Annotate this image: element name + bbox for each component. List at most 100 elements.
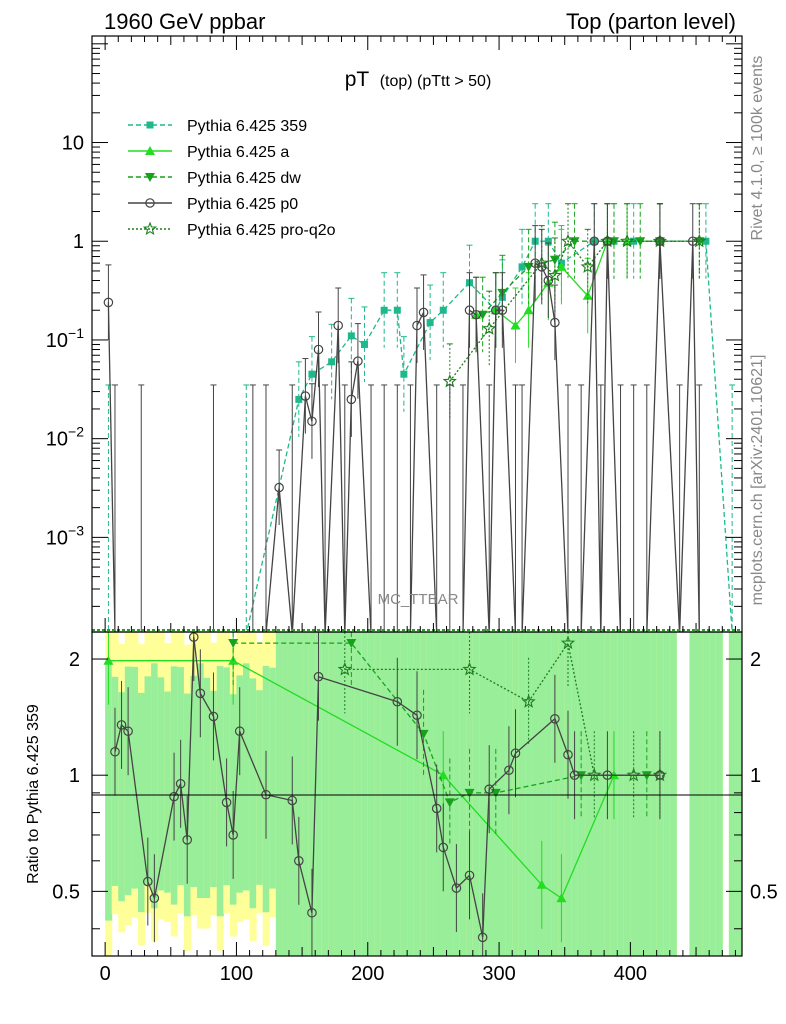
ratio-band-green xyxy=(151,663,159,909)
ratio-point xyxy=(464,870,475,881)
data-point xyxy=(497,305,508,316)
legend-marker xyxy=(145,198,155,208)
header-energy: 1960 GeV ppbar xyxy=(104,9,265,34)
ratio-band-green xyxy=(426,632,434,956)
ratio-point xyxy=(307,907,317,918)
ratio-point xyxy=(550,714,560,724)
data-point xyxy=(544,237,552,245)
ratio-point xyxy=(464,788,475,798)
legend-marker xyxy=(145,146,155,155)
ratio-point xyxy=(287,795,298,806)
ratio-point xyxy=(294,856,304,866)
legend-entry: Pythia 6.425 p0 xyxy=(128,196,298,213)
ratio-point xyxy=(438,842,449,853)
x-tick-label: 200 xyxy=(351,963,384,985)
ratio-point xyxy=(521,694,536,708)
ratio-band-green xyxy=(709,632,717,956)
data-point xyxy=(313,344,324,355)
ratio-band-green xyxy=(341,632,349,956)
legend-entry: Pythia 6.425 359 xyxy=(128,118,307,135)
data-point xyxy=(464,305,475,316)
ratio-band-green xyxy=(400,632,408,956)
x-tick-label: 0 xyxy=(100,963,111,985)
ratio-band-green xyxy=(354,632,362,956)
ratio-y-tick-label-right: 1 xyxy=(750,765,761,787)
ratio-point xyxy=(337,661,352,676)
ratio-band-green xyxy=(334,632,342,956)
ratio-band-green xyxy=(315,632,323,956)
ratio-band-green xyxy=(190,675,198,888)
header-process: Top (parton level) xyxy=(566,9,736,34)
data-point xyxy=(549,255,560,265)
legend-label: Pythia 6.425 359 xyxy=(187,118,307,135)
x-tick-label: 400 xyxy=(614,963,647,985)
ratio-band-green xyxy=(374,632,382,956)
data-point xyxy=(346,394,357,405)
ratio-band-green xyxy=(203,677,211,899)
series-line xyxy=(246,240,733,632)
ratio-ylabel: Ratio to Pythia 6.425 359 xyxy=(25,704,42,884)
ratio-band-green xyxy=(696,632,704,956)
ratio-line xyxy=(114,637,660,938)
ratio-point xyxy=(462,661,477,676)
data-point xyxy=(687,236,698,247)
data-point xyxy=(580,259,595,273)
data-point xyxy=(602,236,613,247)
data-point xyxy=(619,233,635,248)
ratio-point xyxy=(175,778,186,789)
ratio-point xyxy=(510,748,521,759)
data-point xyxy=(543,275,554,286)
legend-entry: Pythia 6.425 dw xyxy=(128,170,301,187)
ratio-band-green xyxy=(597,632,605,956)
series-line xyxy=(449,239,700,382)
data-point xyxy=(692,233,707,248)
ratio-band-green xyxy=(689,632,697,956)
ratio-point xyxy=(602,770,613,780)
data-point xyxy=(439,306,447,314)
series-pythia-6-425-a xyxy=(471,203,665,364)
data-point xyxy=(393,306,401,314)
ratio-point xyxy=(149,893,160,904)
ratio-band-green xyxy=(361,632,369,956)
ratio-band-green xyxy=(663,632,671,956)
ratio-point xyxy=(484,784,495,794)
ratio-point xyxy=(123,726,133,737)
ratio-band-green xyxy=(735,632,742,956)
ratio-band-green xyxy=(643,632,651,956)
data-point xyxy=(295,395,303,403)
ratio-point xyxy=(536,879,547,889)
data-point xyxy=(400,370,408,378)
axis-ticks xyxy=(91,36,742,956)
watermark: MC_TTBAR xyxy=(378,591,459,608)
legend-label: Pythia 6.425 p0 xyxy=(187,196,298,213)
ratio-point xyxy=(477,932,488,943)
ratio-band-green xyxy=(269,667,277,889)
series-line xyxy=(475,240,660,327)
ratio-band-green xyxy=(669,632,677,956)
y-tick-label: 10−2 xyxy=(46,424,84,451)
data-point xyxy=(550,317,560,328)
ratio-band-green xyxy=(236,675,244,893)
series-pythia-6-425-p0 xyxy=(103,203,703,632)
ratio-plot-area xyxy=(103,632,668,956)
ratio-point xyxy=(103,655,114,665)
ratio-band-green xyxy=(197,663,205,899)
ratio-band-green xyxy=(105,663,113,921)
legend: Pythia 6.425 359 Pythia 6.425 a Pythia 6.4… xyxy=(128,118,336,239)
rivet-version-label: Rivet 4.1.0, ≥ 100k events xyxy=(749,56,766,241)
ratio-point xyxy=(444,798,455,808)
ratio-point xyxy=(655,770,665,780)
ratio-band-green xyxy=(623,632,631,956)
ratio-band-green xyxy=(157,677,165,891)
ratio-band-green xyxy=(590,632,599,956)
ratio-band-green xyxy=(472,632,480,956)
ratio-band-green xyxy=(636,632,645,956)
ratio-band-green xyxy=(243,663,251,891)
ratio-band-green xyxy=(164,691,172,893)
main-plot-area xyxy=(92,203,742,632)
ratio-point xyxy=(188,632,199,642)
ratio-band-green xyxy=(137,692,146,913)
data-point xyxy=(471,309,481,320)
data-point xyxy=(412,320,422,331)
